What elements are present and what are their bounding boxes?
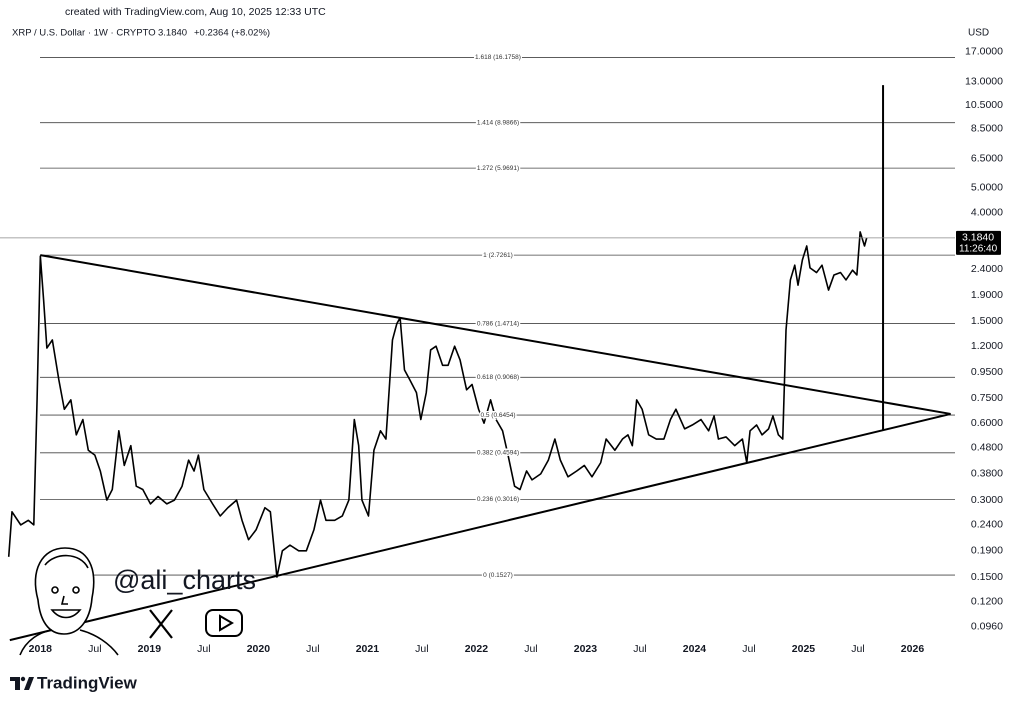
fib-label: 1.414 (8.9866) xyxy=(477,119,519,126)
y-axis-label: USD xyxy=(968,28,989,39)
brand-icon xyxy=(10,677,34,690)
x-tick-label: 2026 xyxy=(901,643,925,655)
x-tick-label: Jul xyxy=(306,643,319,655)
y-tick-label: 0.3000 xyxy=(971,494,1003,506)
fib-label: 1.272 (5.9691) xyxy=(477,165,519,172)
y-tick-label: 0.1200 xyxy=(971,596,1003,608)
price-change: +0.2364 (+8.02%) xyxy=(194,28,270,39)
x-tick-label: 2025 xyxy=(792,643,816,655)
y-tick-label: 6.5000 xyxy=(971,152,1003,164)
x-tick-label: 2018 xyxy=(29,643,53,655)
x-tick-label: Jul xyxy=(88,643,101,655)
x-tick-label: Jul xyxy=(524,643,537,655)
fib-label: 1.618 (16.1758) xyxy=(475,54,521,61)
price-badge-label: 3.1840 xyxy=(962,232,994,244)
y-tick-label: 10.5000 xyxy=(965,99,1003,111)
brand: TradingView xyxy=(37,673,138,692)
y-tick-label: 0.3800 xyxy=(971,468,1003,480)
x-tick-label: 2020 xyxy=(247,643,271,655)
x-tick-label: 2022 xyxy=(465,643,489,655)
y-tick-label: 0.7500 xyxy=(971,392,1003,404)
brand-dot xyxy=(20,676,26,682)
y-tick-label: 8.5000 xyxy=(971,123,1003,135)
plot-area xyxy=(0,57,955,642)
x-tick-label: 2019 xyxy=(138,643,162,655)
x-tick-label: Jul xyxy=(633,643,646,655)
y-tick-label: 1.5000 xyxy=(971,315,1003,327)
y-tick-label: 4.0000 xyxy=(971,206,1003,218)
chart-title: XRP / U.S. Dollar · 1W · CRYPTO xyxy=(12,28,156,39)
y-tick-label: 5.0000 xyxy=(971,182,1003,194)
y-tick-label: 17.0000 xyxy=(965,46,1003,58)
y-tick-label: 1.2000 xyxy=(971,340,1003,352)
watermark: @ali_charts xyxy=(113,565,256,595)
y-tick-label: 1.9000 xyxy=(971,289,1003,301)
price-header: 3.1840 xyxy=(158,28,187,39)
y-tick-label: 2.4000 xyxy=(971,263,1003,275)
youtube-logo xyxy=(205,609,243,637)
fib-label: 0.786 (1.4714) xyxy=(477,320,519,327)
fib-label: 0.236 (0.3016) xyxy=(477,496,519,503)
x-tick-label: Jul xyxy=(415,643,428,655)
y-tick-label: 0.1500 xyxy=(971,571,1003,583)
y-tick-label: 0.6000 xyxy=(971,417,1003,429)
price-line xyxy=(7,231,868,578)
caption: created with TradingView.com, Aug 10, 20… xyxy=(65,6,326,18)
countdown-label: 11:26:40 xyxy=(959,244,998,255)
y-tick-label: 0.4800 xyxy=(971,442,1003,454)
y-tick-label: 0.9500 xyxy=(971,366,1003,378)
y-tick-label: 0.0960 xyxy=(971,620,1003,632)
fib-label: 0.618 (0.9068) xyxy=(477,374,519,381)
x-logo xyxy=(149,609,173,639)
x-tick-label: Jul xyxy=(742,643,755,655)
fib-label: 0.5 (0.6454) xyxy=(480,412,515,419)
brand-logo xyxy=(10,676,34,690)
x-tick-label: 2023 xyxy=(574,643,598,655)
y-tick-label: 13.0000 xyxy=(965,75,1003,87)
avatar xyxy=(19,547,119,656)
trendline xyxy=(9,412,951,642)
fib-label: 1 (2.7261) xyxy=(483,252,513,259)
x-tick-label: 2024 xyxy=(683,643,707,655)
trendline xyxy=(40,254,951,415)
y-tick-label: 0.1900 xyxy=(971,545,1003,557)
x-tick-label: Jul xyxy=(197,643,210,655)
x-tick-label: 2021 xyxy=(356,643,380,655)
price-badge xyxy=(956,230,1001,255)
x-tick-label: Jul xyxy=(851,643,864,655)
y-tick-label: 0.2400 xyxy=(971,519,1003,531)
fib-label: 0 (0.1527) xyxy=(483,572,513,579)
fib-label: 0.382 (0.4594) xyxy=(477,450,519,457)
